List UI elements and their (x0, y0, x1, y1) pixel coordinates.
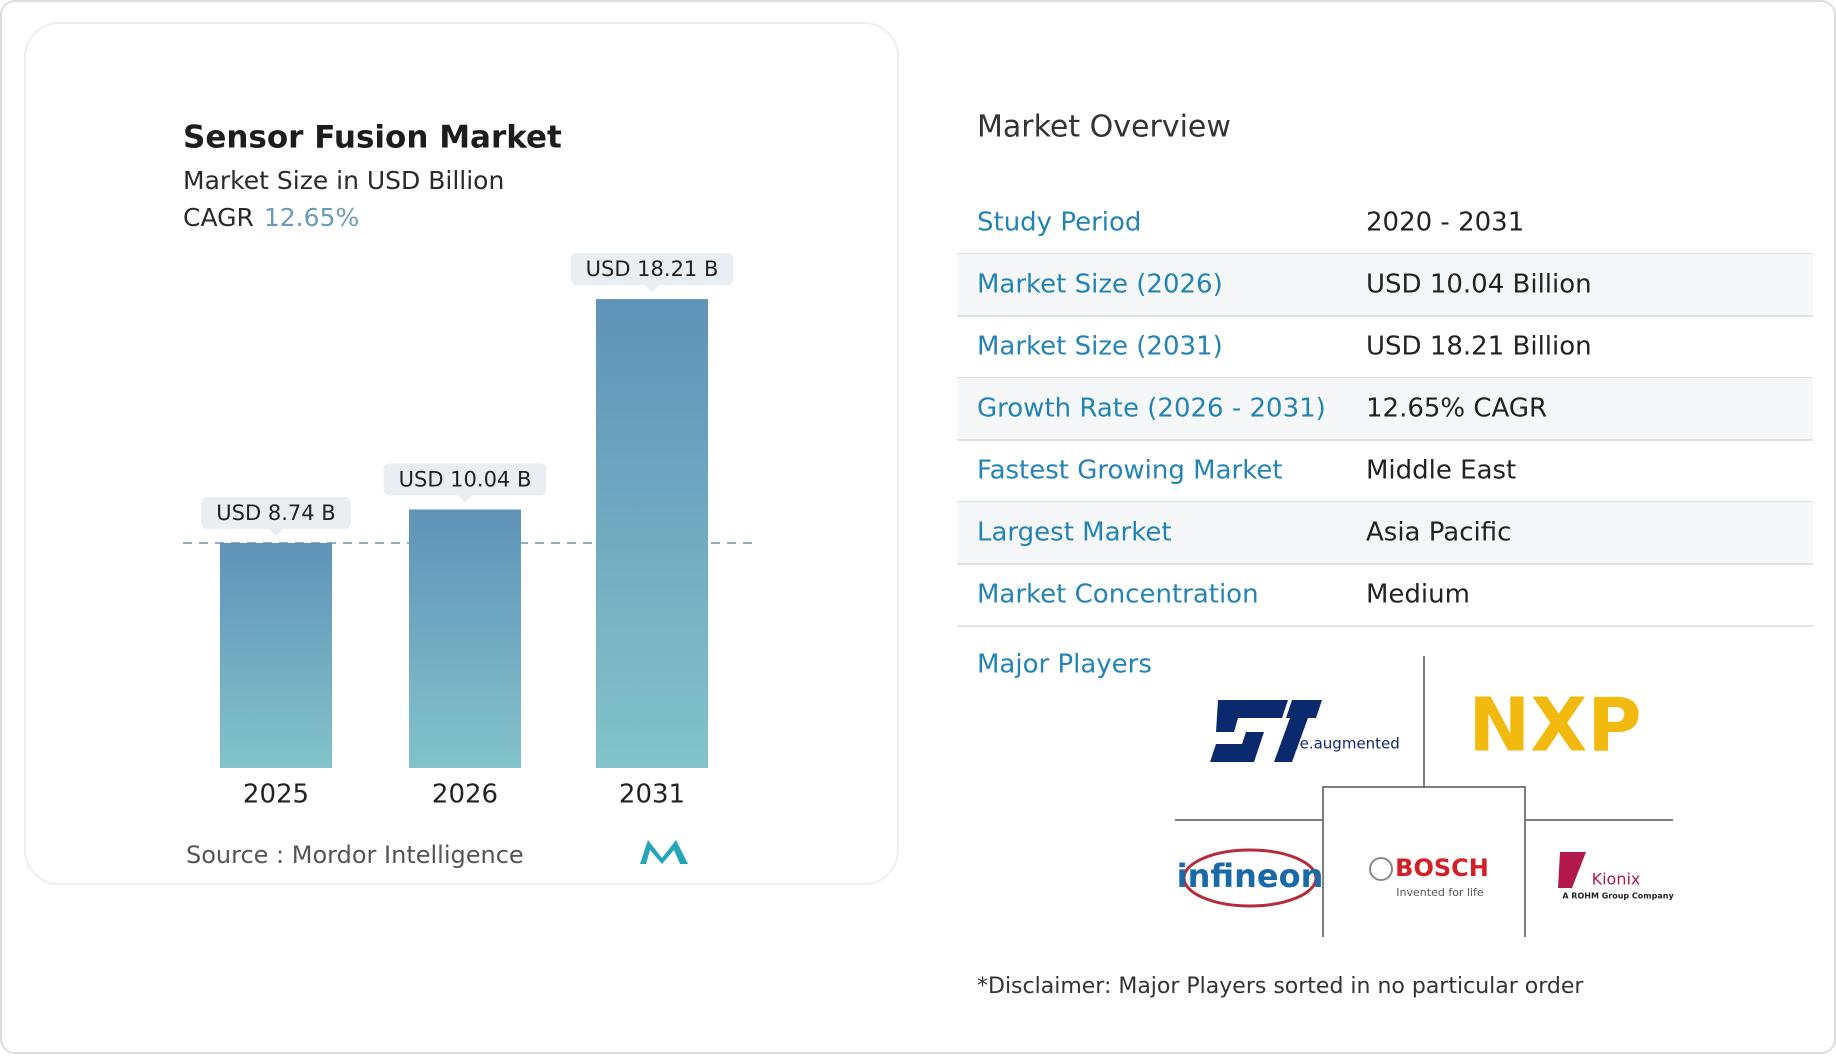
logo-text: life.augmented (1286, 735, 1400, 753)
bar (596, 299, 708, 768)
logo-tagline: Invented for life (1396, 886, 1484, 899)
logo-text: BOSCH (1395, 854, 1489, 882)
x-tick-label: 2031 (619, 780, 685, 810)
cagr-label: CAGR (183, 203, 254, 232)
value-label-box (570, 253, 734, 286)
value-label-pointer (645, 285, 659, 293)
row-label: Market Size (2031) (977, 332, 1223, 362)
row-value: Medium (1366, 580, 1470, 610)
row-value: USD 10.04 Billion (1366, 270, 1592, 300)
value-label: USD 18.21 B (586, 257, 719, 281)
logo-kionix: Kionix A ROHM Group Company (1558, 852, 1674, 901)
brand-logo (640, 840, 688, 864)
row-background (957, 378, 1813, 440)
logo-st: life.augmented (1210, 700, 1400, 762)
row-label: Market Size (2026) (977, 270, 1223, 300)
value-label: USD 8.74 B (216, 501, 335, 525)
logo-tagline: A ROHM Group Company (1562, 892, 1674, 901)
row-value: USD 18.21 Billion (1366, 332, 1592, 362)
logo-nxp: NXP (1468, 683, 1641, 769)
bar (220, 542, 332, 768)
players-label: Major Players (977, 650, 1152, 680)
source: Source : Mordor Intelligence (186, 841, 524, 869)
logo-bosch: BOSCH Invented for life (1369, 854, 1489, 899)
row-label: Study Period (977, 208, 1141, 238)
chart-subtitle: Market Size in USD Billion (183, 166, 504, 195)
logo-text: infineon (1177, 857, 1324, 895)
value-label-box (383, 463, 547, 496)
x-tick-label: 2025 (243, 780, 309, 810)
row-value: 2020 - 2031 (1366, 208, 1524, 238)
value-label: USD 10.04 B (399, 467, 532, 491)
value-label-box (201, 496, 351, 529)
value-label-pointer (458, 495, 472, 503)
row-label: Fastest Growing Market (977, 456, 1283, 486)
row-label: Largest Market (977, 518, 1172, 548)
row-value: Asia Pacific (1366, 518, 1511, 548)
logo-infineon: infineon (1177, 848, 1324, 908)
row-value: 12.65% CAGR (1366, 394, 1547, 424)
row-label: Market Concentration (977, 580, 1259, 610)
cagr-label: CAGR 12.65% (183, 203, 359, 232)
players-grid (1175, 656, 1673, 937)
row-background (957, 502, 1813, 564)
overview-table: Study Period 2020 - 2031 Market Size (2026… (957, 208, 1813, 627)
chart-title: Sensor Fusion Market (183, 120, 562, 156)
cagr-value: 12.65% (264, 203, 359, 232)
logo-text: Kionix (1592, 870, 1641, 889)
disclaimer: *Disclaimer: Major Players sorted in no … (977, 974, 1584, 999)
row-label: Growth Rate (2026 - 2031) (977, 394, 1326, 424)
row-background (957, 254, 1813, 316)
x-tick-label: 2026 (432, 780, 498, 810)
value-label-pointer (269, 528, 283, 536)
row-value: Middle East (1366, 456, 1516, 486)
overview-title: Market Overview (977, 110, 1231, 145)
bar (409, 509, 521, 768)
